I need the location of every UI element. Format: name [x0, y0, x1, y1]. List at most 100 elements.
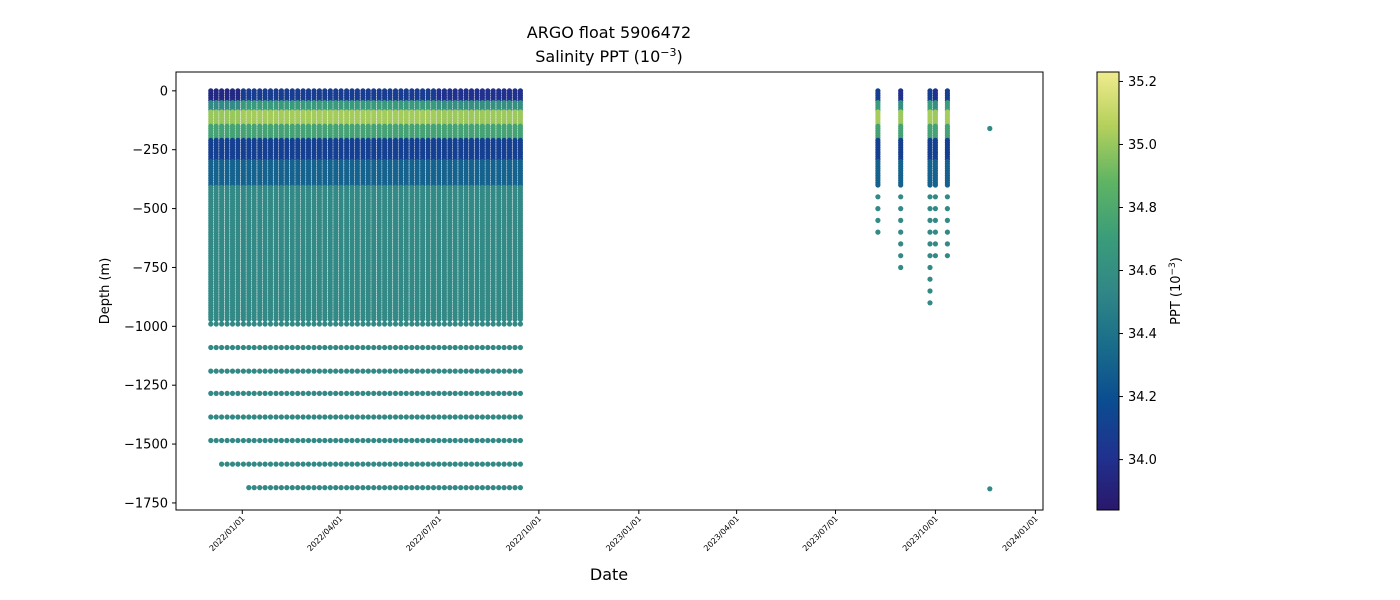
data-point	[414, 485, 420, 491]
data-point	[403, 485, 409, 491]
data-point	[376, 390, 382, 396]
data-point	[420, 437, 426, 444]
data-point	[420, 316, 426, 322]
data-point	[229, 321, 236, 327]
data-point	[235, 461, 241, 467]
data-point	[284, 437, 290, 444]
data-point	[349, 316, 355, 322]
data-point	[262, 437, 268, 444]
data-point	[447, 437, 453, 444]
data-point	[289, 316, 295, 322]
data-point	[420, 461, 426, 467]
data-point	[425, 321, 431, 327]
data-point	[311, 437, 317, 444]
data-point	[430, 461, 437, 467]
data-point	[284, 461, 290, 467]
data-point	[284, 368, 290, 374]
data-point	[436, 344, 442, 351]
data-point	[284, 485, 290, 491]
data-point	[387, 414, 393, 420]
data-point	[300, 461, 306, 467]
data-point	[398, 316, 404, 322]
data-point	[387, 461, 393, 467]
data-point	[316, 344, 322, 351]
data-point	[322, 344, 328, 351]
data-point	[392, 390, 399, 396]
data-point	[267, 390, 274, 396]
data-point	[327, 344, 333, 351]
data-point	[229, 344, 236, 351]
data-point	[414, 344, 420, 351]
data-point	[251, 368, 257, 374]
data-point	[267, 344, 274, 351]
data-point	[376, 368, 382, 374]
data-point	[430, 437, 437, 444]
data-point	[305, 321, 312, 327]
data-point	[229, 437, 236, 444]
data-point	[441, 414, 447, 420]
data-point	[322, 437, 328, 444]
data-point	[284, 316, 290, 322]
data-point	[452, 390, 458, 396]
data-point	[284, 344, 290, 351]
data-point	[295, 437, 301, 444]
data-point	[344, 316, 350, 322]
data-point	[425, 390, 431, 396]
data-point	[338, 321, 344, 327]
data-point	[327, 316, 333, 322]
data-point	[305, 368, 312, 374]
data-point	[300, 390, 306, 396]
data-point	[273, 390, 279, 396]
data-point	[452, 461, 458, 467]
data-point	[349, 321, 355, 327]
data-point	[447, 344, 453, 351]
data-point	[436, 390, 442, 396]
data-point	[284, 414, 290, 420]
data-point	[257, 368, 263, 374]
data-point	[289, 321, 295, 327]
data-point	[316, 485, 322, 491]
data-point	[392, 344, 399, 351]
data-point	[311, 485, 317, 491]
data-point	[447, 321, 453, 327]
data-point	[278, 368, 284, 374]
data-point	[425, 344, 431, 351]
data-point	[219, 321, 225, 327]
data-point	[219, 390, 225, 396]
data-point	[224, 321, 230, 327]
data-point	[213, 368, 219, 374]
data-point	[441, 316, 447, 322]
data-point	[354, 321, 360, 327]
data-point	[365, 437, 371, 444]
data-point	[398, 368, 404, 374]
data-point	[387, 316, 393, 322]
data-point	[403, 461, 409, 467]
data-point	[441, 344, 447, 351]
data-point	[208, 321, 214, 327]
data-point	[251, 390, 257, 396]
data-point	[349, 485, 355, 491]
data-point	[213, 437, 219, 444]
data-point	[333, 485, 339, 491]
data-point	[344, 344, 350, 351]
data-point	[208, 316, 214, 322]
data-point	[338, 344, 344, 351]
data-point	[257, 437, 263, 444]
data-point	[354, 368, 360, 374]
data-point	[360, 485, 366, 491]
data-point	[251, 485, 257, 491]
data-point	[327, 390, 333, 396]
data-point	[398, 485, 404, 491]
data-point	[403, 368, 409, 374]
data-point	[430, 344, 437, 351]
data-point	[273, 414, 279, 420]
data-point	[322, 316, 328, 322]
subtitle-exponent: −3	[660, 46, 676, 59]
data-point	[398, 390, 404, 396]
data-point	[452, 321, 458, 327]
data-point	[235, 414, 241, 420]
data-point	[278, 321, 284, 327]
data-point	[414, 414, 420, 420]
data-point	[349, 344, 355, 351]
